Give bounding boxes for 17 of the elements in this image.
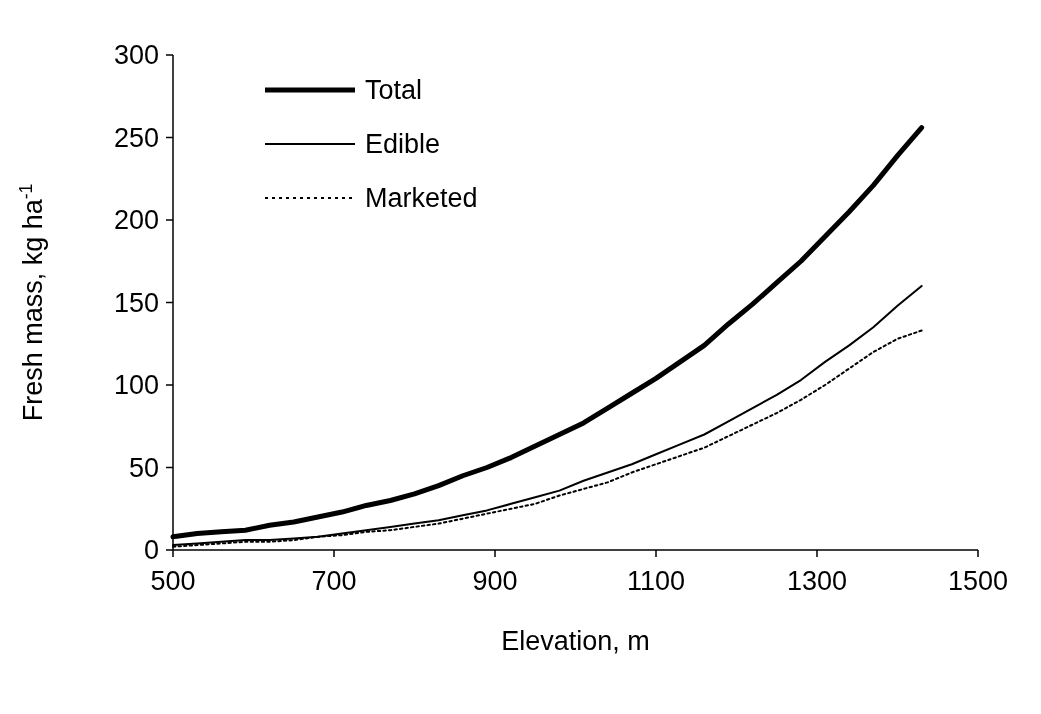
x-tick-label: 1100 [626, 566, 686, 596]
x-tick-label: 700 [311, 566, 357, 596]
y-tick-label: 300 [113, 40, 159, 70]
y-tick-label: 200 [113, 205, 159, 235]
x-tick-label: 1500 [947, 566, 1009, 596]
legend-label: Edible [365, 129, 441, 159]
legend-label: Marketed [365, 183, 478, 213]
y-tick-label: 0 [143, 535, 159, 565]
x-tick-label: 500 [150, 566, 196, 596]
y-tick-label: 50 [128, 452, 159, 483]
x-axis-title: Elevation, m [501, 626, 650, 656]
y-tick-label: 100 [113, 370, 159, 400]
legend-label: Total [365, 75, 423, 105]
x-tick-label: 900 [472, 566, 518, 596]
x-tick-label: 1300 [786, 566, 848, 596]
y-tick-label: 150 [113, 287, 159, 318]
y-tick-label: 250 [113, 122, 159, 153]
